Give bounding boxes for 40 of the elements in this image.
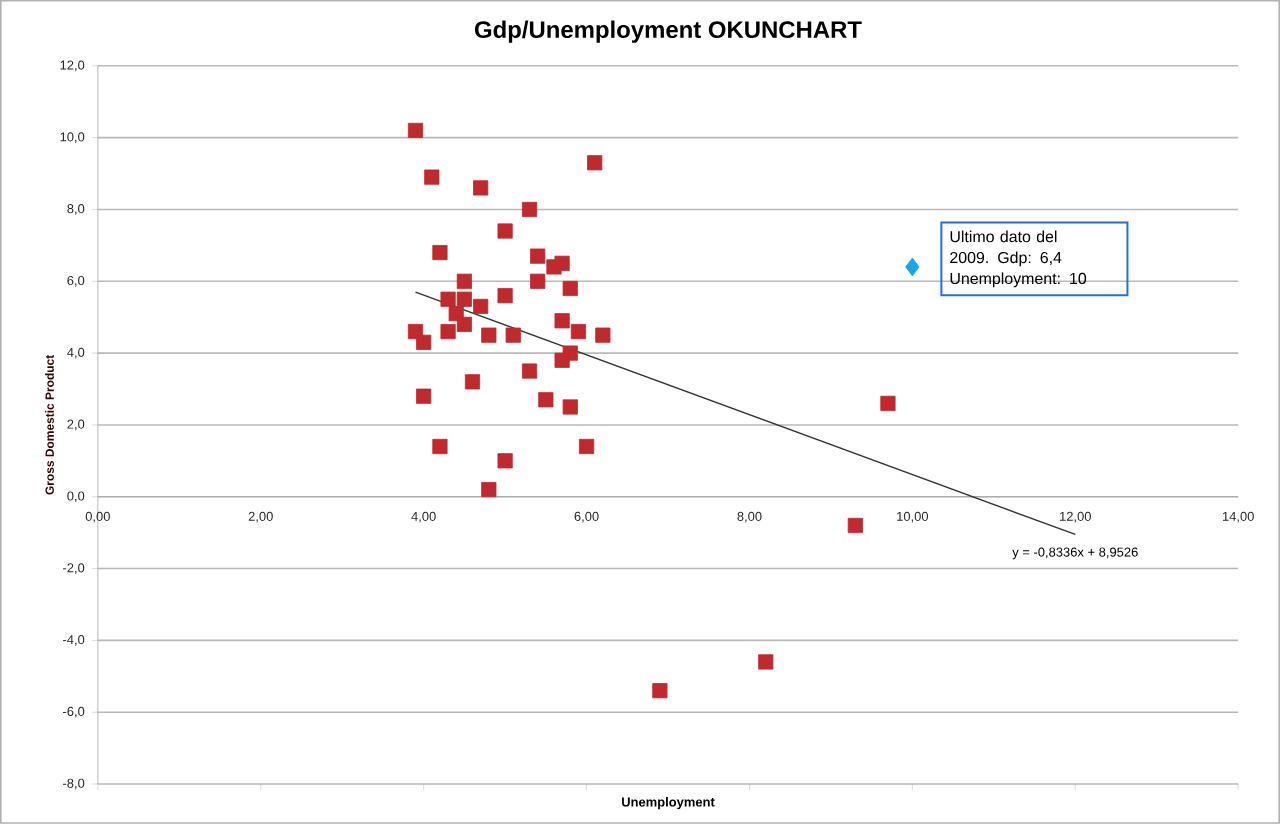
point	[530, 273, 546, 289]
point	[464, 374, 481, 390]
point	[481, 327, 497, 343]
point	[497, 223, 513, 239]
point	[905, 257, 920, 277]
point	[546, 259, 562, 275]
point	[473, 180, 489, 196]
point	[595, 327, 611, 343]
point	[578, 438, 595, 455]
point	[847, 517, 863, 534]
chart-title: Gdp/Unemployment OKUNCHART	[474, 20, 862, 43]
point	[440, 324, 456, 340]
point	[416, 334, 432, 350]
point	[521, 363, 538, 379]
point	[554, 352, 570, 368]
point	[530, 248, 546, 264]
point	[432, 245, 448, 261]
point	[521, 201, 538, 218]
point	[562, 399, 578, 415]
point	[570, 324, 586, 340]
point	[554, 313, 570, 329]
point	[456, 316, 472, 333]
point	[473, 298, 489, 315]
point	[456, 273, 472, 289]
point	[416, 388, 432, 404]
point	[505, 327, 521, 343]
point	[407, 122, 424, 139]
point	[456, 291, 472, 307]
point	[652, 683, 668, 699]
point	[424, 169, 440, 185]
point	[538, 392, 554, 408]
point	[481, 482, 497, 498]
point	[562, 280, 578, 297]
point	[432, 438, 448, 455]
point	[497, 288, 513, 304]
point	[758, 654, 774, 670]
point	[497, 453, 513, 469]
point	[440, 291, 456, 307]
point	[587, 155, 603, 171]
point	[880, 395, 896, 412]
